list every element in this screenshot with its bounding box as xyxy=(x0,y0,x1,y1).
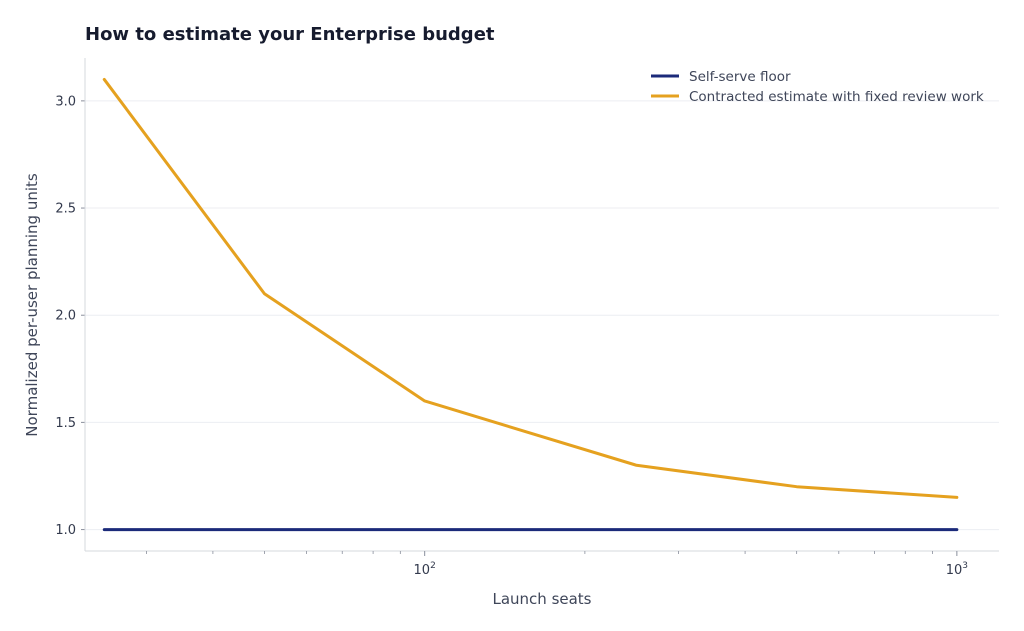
x-tick-label: 103 xyxy=(946,561,968,578)
y-tick-label: 1.5 xyxy=(55,416,76,431)
legend-label-1: Contracted estimate with fixed review wo… xyxy=(689,89,984,105)
y-tick-label: 2.5 xyxy=(55,202,76,217)
axes: 1.0 1.5 2.0 2.5 3.0 102 103 xyxy=(55,58,999,578)
x-tick-label: 102 xyxy=(414,561,436,578)
y-tick-label: 3.0 xyxy=(55,94,76,109)
y-tick-label: 1.0 xyxy=(55,523,76,538)
x-axis-label: Launch seats xyxy=(492,590,591,608)
series-layer xyxy=(102,77,959,532)
series-line-1 xyxy=(102,77,959,499)
legend-label-0: Self-serve floor xyxy=(689,69,791,85)
grid xyxy=(85,100,999,531)
legend: Self-serve floor Contracted estimate with… xyxy=(651,69,984,105)
y-axis-label: Normalized per-user planning units xyxy=(23,173,41,437)
chart-title: How to estimate your Enterprise budget xyxy=(85,24,495,45)
y-tick-label: 2.0 xyxy=(55,309,76,324)
